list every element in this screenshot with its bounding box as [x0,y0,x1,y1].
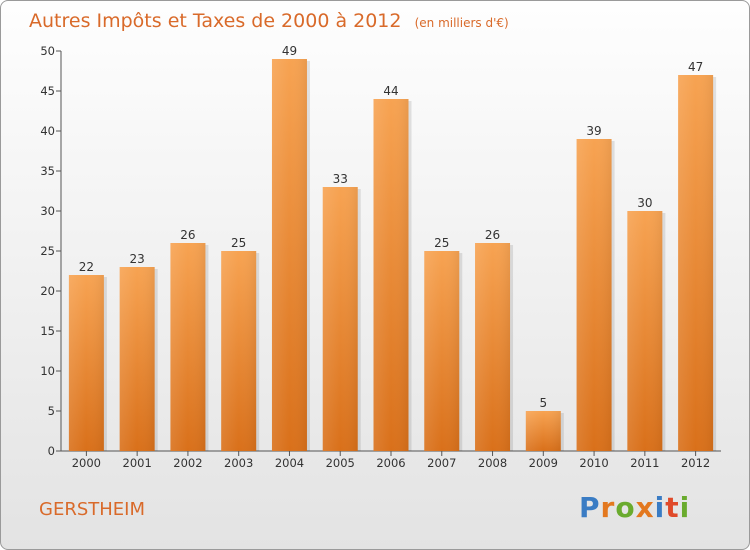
y-tick-label: 40 [40,124,55,138]
logo-letter: x [636,491,654,524]
bar-highlight [475,243,511,451]
y-tick-label: 50 [40,44,55,58]
x-tick-label-2010: 2010 [579,456,608,470]
bar-highlight [576,139,612,451]
x-tick-label-2011: 2011 [630,456,659,470]
value-label-2010: 39 [586,124,601,138]
y-tick-label: 35 [40,164,55,178]
x-tick-label-2009: 2009 [529,456,558,470]
town-name: GERSTHEIM [39,499,145,520]
bar-highlight [119,267,155,451]
bar-highlight [68,275,104,451]
logo-letter: r [601,491,615,524]
x-tick-label-2006: 2006 [376,456,405,470]
logo-letter: P [579,491,600,524]
x-tick-label-2012: 2012 [681,456,710,470]
bar-highlight [271,59,307,451]
y-tick-label: 0 [48,444,55,458]
bar-highlight [373,99,409,451]
logo-letter: t [665,491,678,524]
y-tick-label: 10 [40,364,55,378]
logo-letter: i [680,491,690,524]
bar-highlight [221,251,257,451]
y-tick-label: 20 [40,284,55,298]
bar-highlight [170,243,206,451]
y-tick-label: 45 [40,84,55,98]
value-label-2011: 30 [637,196,652,210]
value-label-2001: 23 [130,252,145,266]
bar-highlight [322,187,358,451]
logo-letter: i [655,491,665,524]
chart-title: Autres Impôts et Taxes de 2000 à 2012 (e… [29,10,509,32]
value-label-2004: 49 [282,44,297,58]
value-label-2000: 22 [79,260,94,274]
value-label-2005: 33 [333,172,348,186]
x-tick-label-2007: 2007 [427,456,456,470]
x-tick-label-2001: 2001 [123,456,152,470]
value-label-2006: 44 [383,84,398,98]
chart-axes: 0 5 10 15 20 25 30 35 40 45 50 2000 2001 2002 2003 2004… [40,44,721,470]
chart-bars: 22 23 26 25 49 33 44 25 26 5 39 30 47 [68,44,717,451]
logo-letter: o [615,491,634,524]
value-label-2003: 25 [231,236,246,250]
bar-highlight [424,251,460,451]
x-tick-label-2003: 2003 [224,456,253,470]
bar-highlight [525,411,561,451]
x-tick-label-2005: 2005 [326,456,355,470]
y-tick-label: 15 [40,324,55,338]
y-tick-label: 30 [40,204,55,218]
chart-subtitle: (en milliers d'€) [415,16,509,30]
y-tick-label: 25 [40,244,55,258]
chart-title-main: Autres Impôts et Taxes de 2000 à 2012 [29,10,402,32]
value-label-2012: 47 [688,60,703,74]
bar-highlight [678,75,714,451]
value-label-2009: 5 [539,396,547,410]
y-tick-label: 5 [48,404,55,418]
x-tick-label-2000: 2000 [72,456,101,470]
x-tick-label-2008: 2008 [478,456,507,470]
bar-highlight [627,211,663,451]
value-label-2002: 26 [180,228,195,242]
proxiti-logo: Proxiti [579,491,689,524]
x-tick-label-2004: 2004 [275,456,304,470]
value-label-2007: 25 [434,236,449,250]
value-label-2008: 26 [485,228,500,242]
x-tick-label-2002: 2002 [173,456,202,470]
